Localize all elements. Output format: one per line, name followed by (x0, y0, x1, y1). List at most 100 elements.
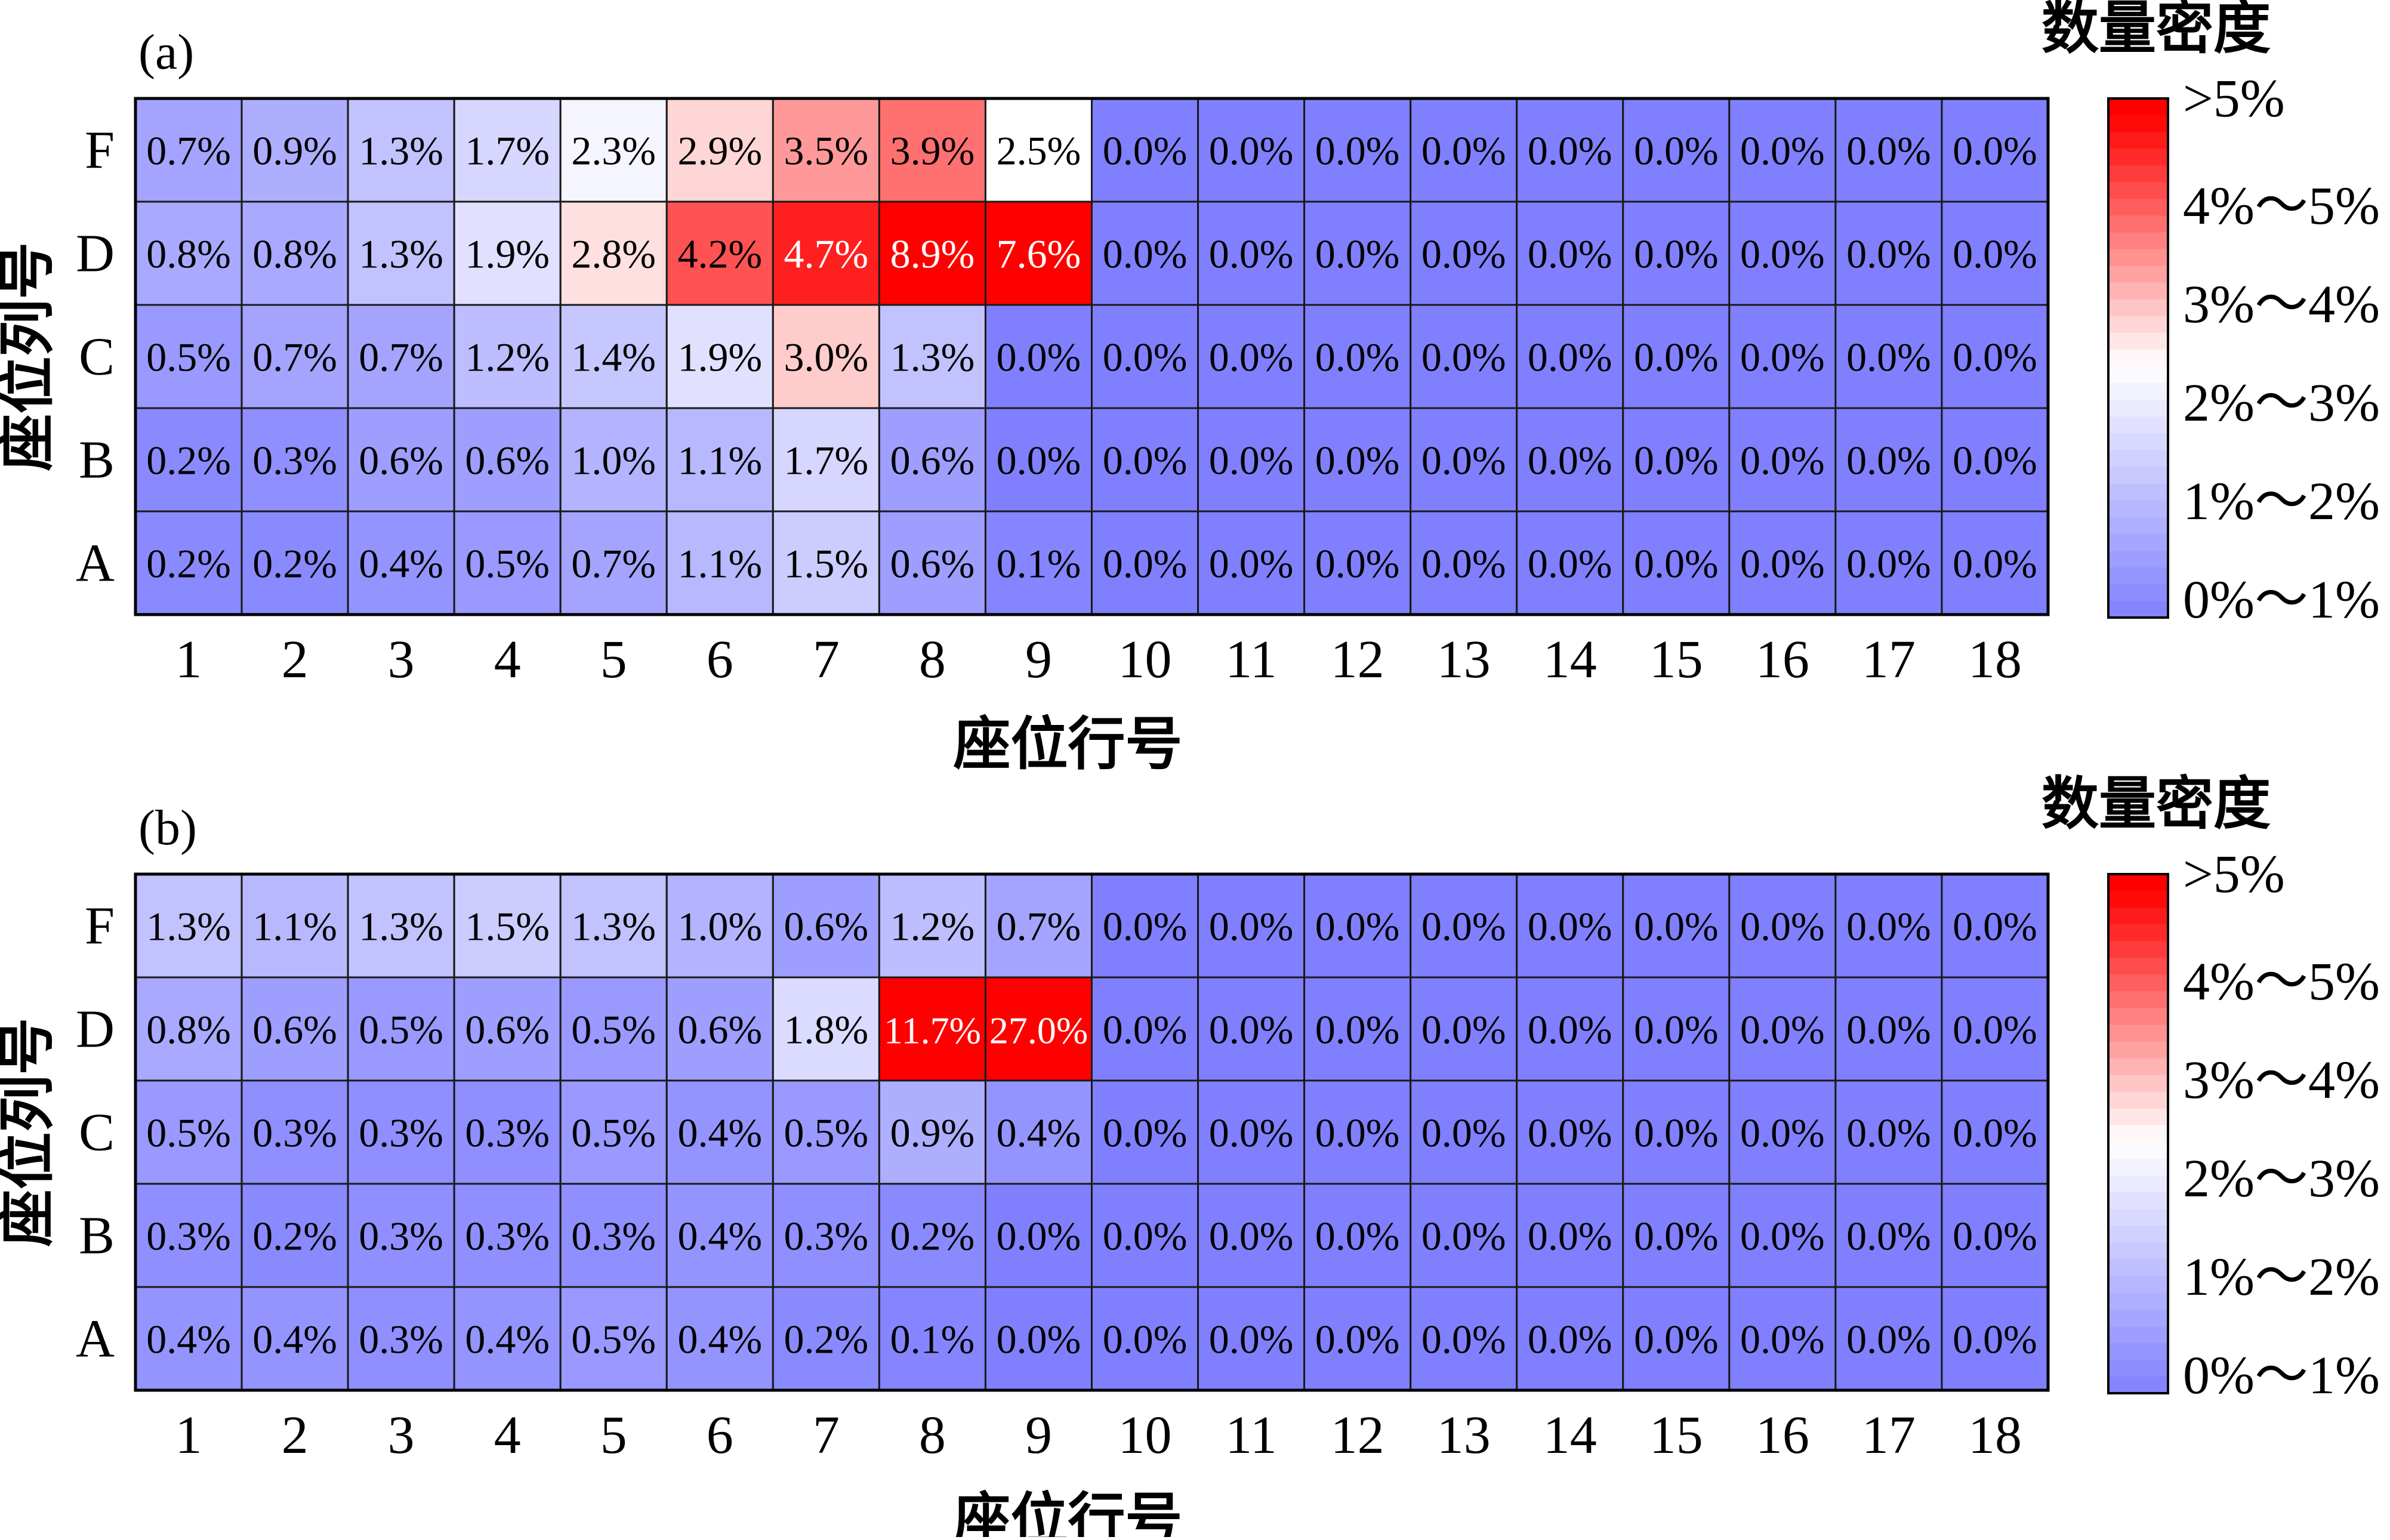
cell-value-label: 0.0% (1103, 1214, 1188, 1259)
plot-frame (134, 97, 2050, 616)
colorbar-segment (2108, 366, 2168, 384)
cell-value-label: 0.0% (1421, 335, 1506, 380)
cell-value-label: 0.0% (1315, 1317, 1400, 1362)
heatmap-cell (1941, 1183, 2049, 1288)
heatmap-cell (1303, 407, 1412, 513)
heatmap-cell (1303, 304, 1412, 409)
colorbar-segment (2108, 1058, 2168, 1076)
x-tick-label: 11 (1225, 630, 1277, 689)
colorbar-segment (2108, 400, 2168, 417)
colorbar-label: >5% (2183, 69, 2285, 128)
heatmap-cell (347, 1286, 455, 1391)
colorbar-frame (2107, 873, 2169, 1394)
cell-value-label: 0.5% (571, 1007, 656, 1053)
colorbar-segment (2108, 416, 2168, 434)
cell-value-label: 0.2% (252, 541, 337, 587)
heatmap-cell (1091, 976, 1199, 1082)
x-tick-label: 1 (175, 1406, 202, 1465)
cell-value-label: 1.2% (465, 335, 550, 380)
cell-value-label: 0.0% (1846, 904, 1931, 949)
cell-value-label: 0.0% (1209, 438, 1294, 483)
cell-value-label: 0.0% (1953, 335, 2037, 380)
colorbar-segment (2108, 550, 2168, 568)
y-axis-title: 座位列号 (0, 242, 60, 471)
cell-value-label: 0.7% (252, 335, 337, 380)
cell-value-label: 0.0% (1740, 335, 1825, 380)
cell-value-label: 1.8% (784, 1007, 869, 1053)
panel-label: (a) (138, 24, 194, 80)
heatmap-cell (772, 200, 880, 306)
x-axis-title: 座位行号 (954, 711, 1183, 777)
cell-value-label: 0.0% (997, 1214, 1081, 1259)
colorbar-label: 4%～5% (2183, 952, 2380, 1011)
colorbar-segment (2108, 991, 2168, 1009)
x-tick-label: 15 (1649, 1406, 1703, 1465)
cell-value-label: 0.0% (1846, 438, 1931, 483)
heatmap-cell (453, 976, 562, 1082)
cell-value-label: 0.0% (1953, 904, 2037, 949)
heatmap-cell (1834, 510, 1943, 616)
cell-value-label: 1.5% (784, 541, 869, 587)
y-tick-label: B (79, 431, 115, 490)
heatmap-cell (347, 304, 455, 409)
cell-value-label: 0.0% (1846, 1110, 1931, 1156)
cell-value-label: 0.0% (1634, 1110, 1719, 1156)
colorbar-segment (2108, 232, 2168, 250)
cell-value-label: 0.0% (1740, 1007, 1825, 1053)
cell-value-label: 0.0% (1103, 335, 1188, 380)
heatmap-cell (1941, 407, 2049, 513)
heatmap-cell (1834, 1079, 1943, 1185)
cell-value-label: 0.4% (677, 1110, 762, 1156)
x-tick-label: 12 (1331, 630, 1384, 689)
colorbar-label: 1%～2% (2183, 1248, 2380, 1307)
cell-value-label: 0.9% (252, 128, 337, 174)
heatmap-cell (559, 976, 668, 1082)
x-tick-label: 17 (1862, 630, 1916, 689)
cell-value-label: 0.0% (1634, 128, 1719, 174)
heatmap-cell (1091, 1286, 1199, 1391)
heatmap-cell (1516, 1079, 1624, 1185)
heatmap-cell (1834, 97, 1943, 203)
heatmap-cell (1303, 510, 1412, 616)
colorbar-segment (2108, 600, 2168, 618)
x-tick-label: 15 (1649, 630, 1703, 689)
colorbar-segment (2108, 1359, 2168, 1377)
y-tick-label: D (76, 1000, 115, 1059)
heatmap-cell (1622, 1079, 1731, 1185)
cell-value-label: 0.0% (1103, 232, 1188, 277)
cell-value-label: 1.3% (359, 904, 443, 949)
cell-value-label: 1.7% (465, 128, 550, 174)
cell-value-label: 2.8% (571, 232, 656, 277)
heatmap-cell (984, 1079, 1093, 1185)
cell-value-label: 3.9% (890, 128, 975, 174)
colorbar-segment (2108, 500, 2168, 518)
colorbar-title: 数量密度 (2041, 0, 2271, 61)
cell-value-label: 0.0% (1103, 541, 1188, 587)
heatmap-cell (1834, 1183, 1943, 1288)
cell-value-label: 0.0% (1740, 128, 1825, 174)
heatmap-cell (665, 510, 774, 616)
heatmap-cell (1516, 1183, 1624, 1288)
cell-value-label: 0.0% (1846, 1007, 1931, 1053)
heatmap-cell (772, 510, 880, 616)
colorbar-segment (2108, 908, 2168, 925)
heatmap-cell (1941, 304, 2049, 409)
heatmap-cell (1197, 510, 1306, 616)
heatmap-cell (134, 200, 243, 306)
heatmap-cell (134, 1079, 243, 1185)
heatmap-cell (453, 200, 562, 306)
x-tick-label: 12 (1331, 1406, 1384, 1465)
colorbar-segment (2108, 1326, 2168, 1344)
cell-value-label: 2.5% (997, 128, 1081, 174)
cell-value-label: 4.2% (677, 232, 762, 277)
heatmap-cell (1197, 1286, 1306, 1391)
heatmap-cell (559, 200, 668, 306)
heatmap-cell (984, 304, 1093, 409)
cell-value-label: 0.0% (1209, 541, 1294, 587)
x-tick-label: 11 (1225, 1406, 1277, 1465)
cell-value-label: 0.2% (146, 541, 231, 587)
x-tick-label: 10 (1118, 630, 1172, 689)
x-tick-label: 13 (1437, 630, 1491, 689)
cell-value-label: 0.0% (1634, 438, 1719, 483)
